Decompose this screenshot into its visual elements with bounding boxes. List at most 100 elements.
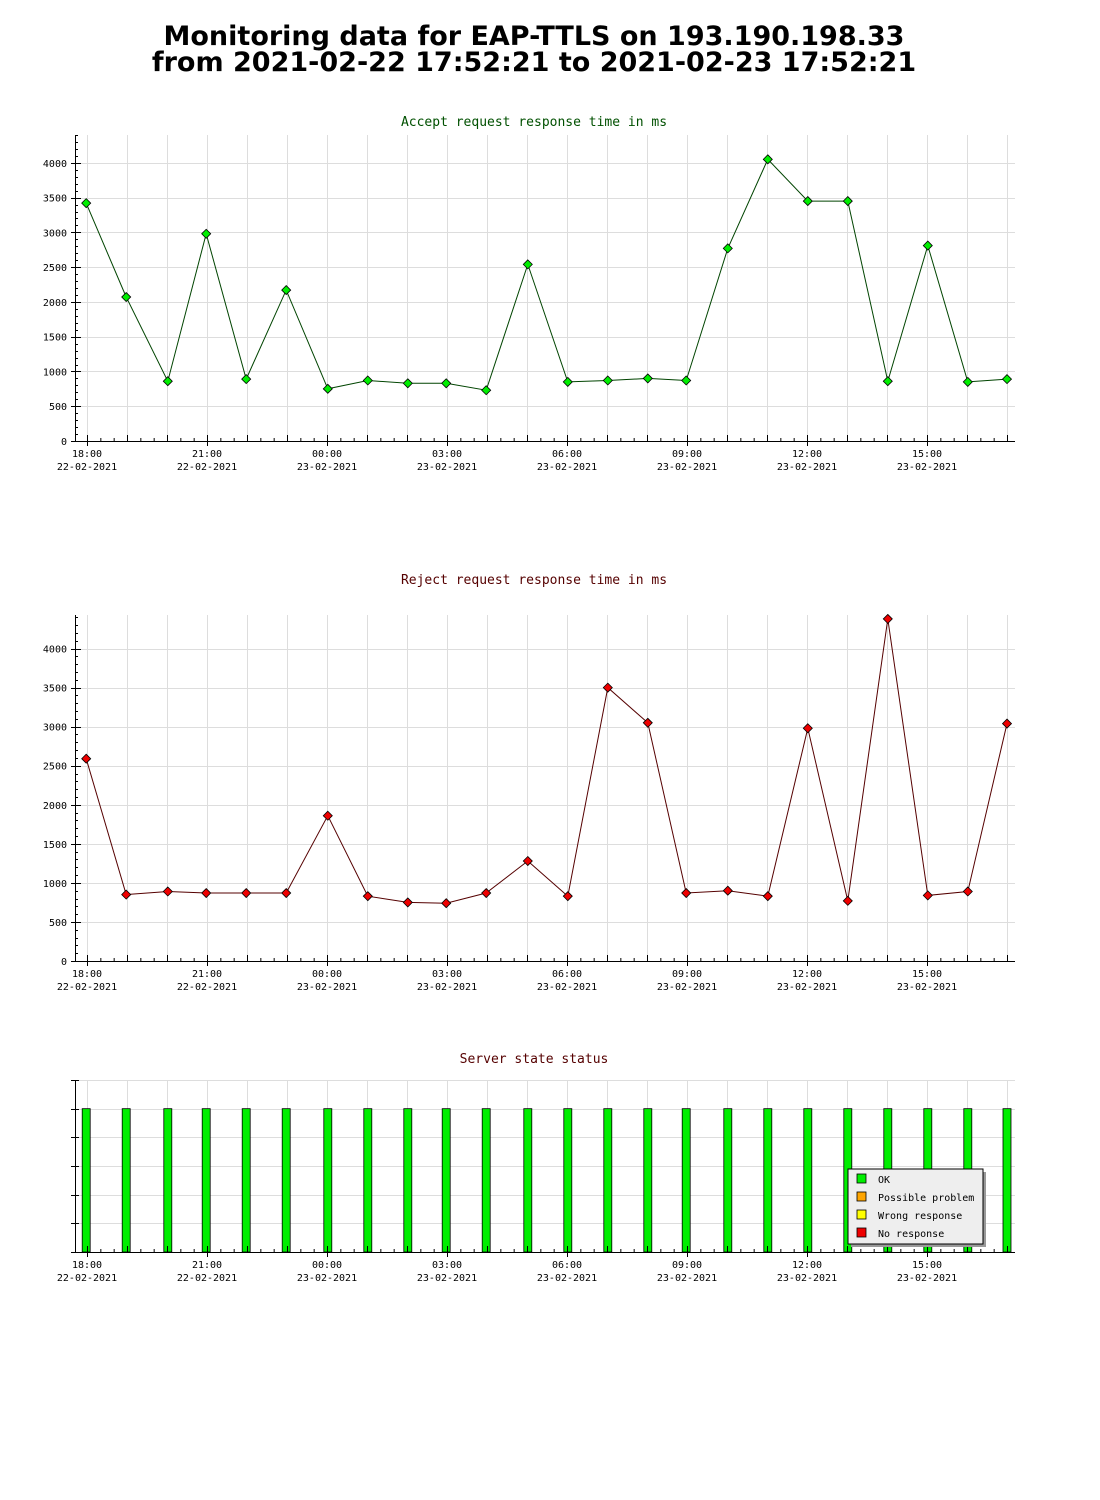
status-bar: [681, 1108, 691, 1253]
grid-reject: [87, 615, 1008, 961]
x-tick-label-time: 03:00: [432, 1260, 462, 1271]
legend-swatch: [856, 1227, 867, 1238]
y-tick-label: 2000: [43, 801, 67, 812]
x-tick-label-time: 09:00: [672, 1260, 702, 1271]
x-tick-label-date: 23-02-2021: [657, 1273, 717, 1284]
x-tick-label-time: 00:00: [312, 449, 342, 460]
data-point-reject: [522, 855, 533, 867]
x-tick-label-time: 18:00: [72, 449, 102, 460]
legend-swatch: [856, 1191, 867, 1202]
data-point-accept: [362, 375, 373, 386]
data-point-reject: [201, 887, 212, 899]
x-tick-label-date: 23-02-2021: [777, 1273, 837, 1284]
status-bar: [163, 1108, 173, 1253]
status-bar: [803, 1108, 813, 1253]
data-point-reject: [281, 887, 292, 899]
data-point-accept: [402, 378, 413, 389]
legend: OK Possible problem Wrong response No respo…: [847, 1168, 986, 1247]
x-tick-label-time: 00:00: [312, 969, 342, 980]
x-tick-label-date: 22-02-2021: [177, 982, 237, 993]
y-tick-label: 4000: [43, 645, 67, 656]
x-tick-label-time: 18:00: [72, 1260, 102, 1271]
status-bar: [563, 1108, 573, 1253]
x-tick-label-time: 03:00: [432, 969, 462, 980]
x-tick-label-date: 23-02-2021: [657, 462, 717, 473]
data-point-reject: [602, 682, 613, 693]
y-tick-label: 4000: [43, 159, 67, 170]
status-bar: [763, 1108, 773, 1253]
data-point-accept: [962, 376, 973, 387]
status-bar: [201, 1108, 211, 1253]
data-point-reject: [162, 886, 173, 897]
x-tick-label-date: 23-02-2021: [537, 1273, 597, 1284]
page-title-line-1: Monitoring data for EAP-TTLS on 193.190.…: [163, 21, 905, 52]
data-point-accept: [562, 376, 573, 387]
data-point-accept: [681, 375, 692, 386]
x-tick-label-date: 22-02-2021: [177, 462, 237, 473]
data-point-accept: [602, 375, 613, 386]
data-point-reject: [362, 891, 373, 902]
data-point-accept: [81, 198, 92, 209]
series-line-reject: [85, 618, 1008, 904]
x-tick-label-date: 23-02-2021: [417, 982, 477, 993]
status-bar: [603, 1108, 613, 1253]
data-point-accept: [722, 243, 733, 254]
status-bar: [523, 1108, 533, 1253]
x-tick-label-date: 23-02-2021: [657, 982, 717, 993]
chart-title-status: Server state status: [460, 1052, 609, 1067]
x-tick-label-time: 18:00: [72, 969, 102, 980]
x-tick-label-time: 09:00: [672, 969, 702, 980]
page-title-line-2: from 2021-02-22 17:52:21 to 2021-02-23 1…: [151, 47, 917, 78]
data-point-reject: [762, 891, 773, 902]
status-bar: [81, 1108, 91, 1253]
data-point-accept: [281, 285, 292, 296]
legend-label: Possible problem: [878, 1193, 974, 1204]
data-point-reject: [402, 897, 413, 908]
status-bar: [643, 1108, 653, 1253]
status-bar: [403, 1108, 413, 1253]
legend-label: OK: [878, 1175, 890, 1186]
x-tick-label-time: 06:00: [552, 1260, 582, 1271]
data-point-accept: [121, 291, 132, 303]
chart-reject: Reject request response time in ms 0 500 10…: [43, 573, 1015, 993]
data-point-accept: [922, 240, 933, 251]
data-point-accept: [1001, 374, 1013, 385]
data-point-reject: [922, 890, 933, 901]
data-point-reject: [722, 885, 733, 896]
data-point-reject: [562, 891, 573, 902]
status-bar: [241, 1108, 251, 1253]
data-point-reject: [121, 889, 132, 900]
x-tick-label-date: 23-02-2021: [417, 1273, 477, 1284]
x-tick-label-time: 15:00: [912, 1260, 942, 1271]
data-point-reject: [842, 895, 853, 906]
status-bar: [1002, 1108, 1012, 1253]
x-tick-label-date: 22-02-2021: [177, 1273, 237, 1284]
y-tick-label: 500: [49, 402, 67, 413]
x-tick-label-time: 12:00: [792, 449, 822, 460]
x-tick-label-time: 21:00: [192, 969, 222, 980]
x-tick-label-date: 23-02-2021: [897, 982, 957, 993]
chart-title-accept: Accept request response time in ms: [401, 115, 667, 130]
data-point-accept: [522, 259, 533, 270]
data-point-accept: [322, 383, 333, 394]
x-tick-label-date: 23-02-2021: [897, 1273, 957, 1284]
x-tick-label-date: 23-02-2021: [897, 462, 957, 473]
y-tick-label: 0: [61, 957, 67, 968]
x-tick-label-date: 23-02-2021: [297, 1273, 357, 1284]
x-tick-label-time: 15:00: [912, 449, 942, 460]
x-tick-label-date: 22-02-2021: [57, 462, 117, 473]
legend-swatch: [856, 1173, 867, 1184]
status-bar: [323, 1108, 333, 1253]
legend-label: No response: [878, 1229, 944, 1240]
data-point-reject: [441, 898, 452, 909]
x-tick-label-date: 23-02-2021: [777, 982, 837, 993]
chart-status: Server state status 18:00 22-02-2021 21:00 2…: [57, 1052, 1015, 1284]
legend-box: [847, 1168, 984, 1245]
y-tick-label: 500: [49, 918, 67, 929]
x-tick-label-date: 22-02-2021: [57, 1273, 117, 1284]
y-tick-label: 3000: [43, 723, 67, 734]
series-line-accept: [85, 158, 1008, 391]
chart-accept: Accept request response time in ms 0 500 10…: [43, 115, 1015, 473]
status-bar: [441, 1108, 451, 1253]
